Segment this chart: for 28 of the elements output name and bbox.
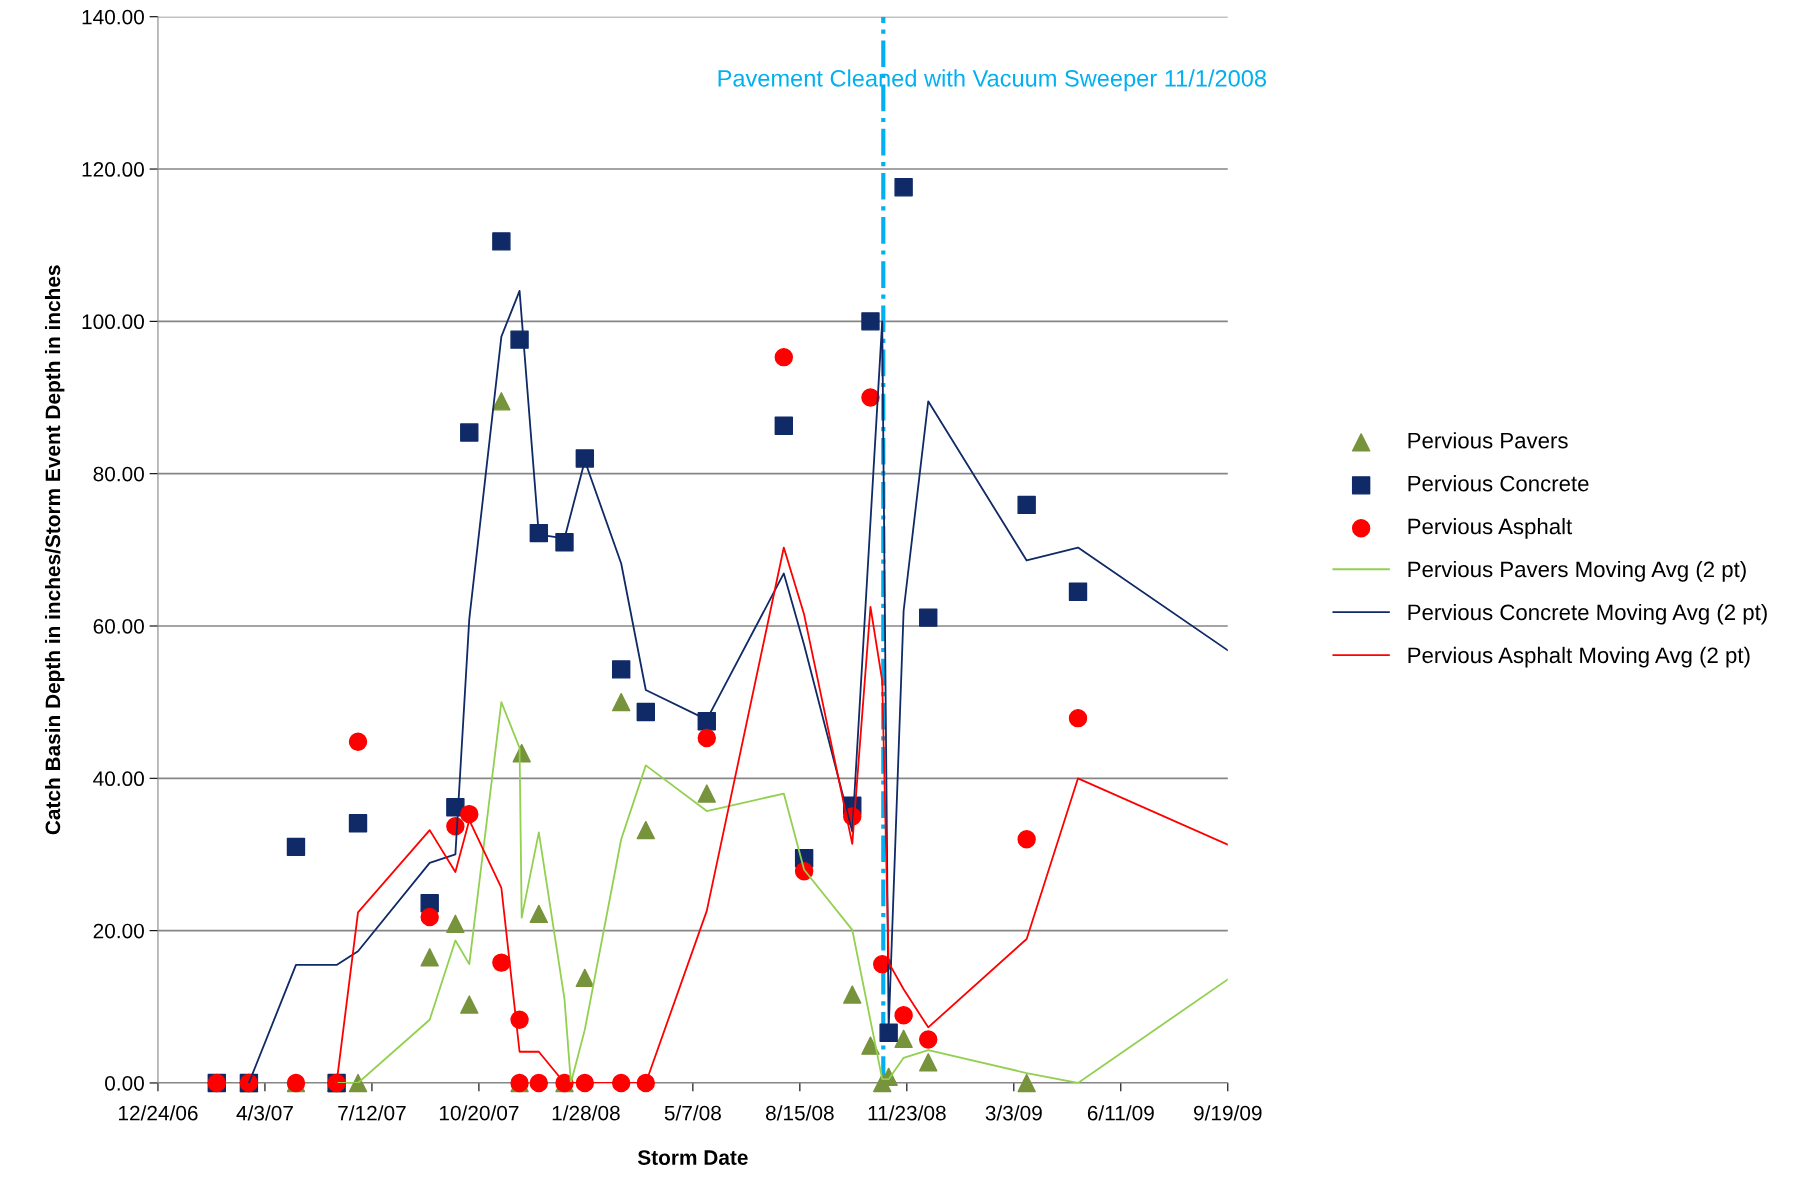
x-axis-title: Storm Date	[637, 1150, 748, 1165]
x-tick-label: 3/3/09	[985, 1105, 1042, 1121]
ref-line-label: Pavement Cleaned with Vacuum Sweeper 11/1/2008	[718, 69, 1267, 92]
y-tick-label: 40.00	[93, 771, 144, 787]
x-tick-label: 1/28/08	[552, 1105, 620, 1121]
legend-label: Pervious Asphalt Moving Avg (2 pt)	[1408, 646, 1750, 668]
legend-label: Pervious Asphalt	[1408, 518, 1573, 539]
x-tick-label: 11/23/08	[868, 1105, 946, 1121]
x-tick-label: 6/11/09	[1087, 1105, 1154, 1121]
x-tick-label: 10/20/07	[439, 1105, 519, 1121]
y-tick-label: 100.00	[82, 314, 144, 330]
y-tick-label: 60.00	[93, 619, 144, 634]
y-tick-label: 80.00	[93, 466, 144, 482]
x-tick-label: 8/15/08	[766, 1105, 834, 1121]
legend-label: Pervious Concrete	[1408, 475, 1589, 492]
legend-label: Pervious Pavers Moving Avg (2 pt)	[1408, 560, 1746, 582]
y-tick-label: 20.00	[93, 923, 144, 939]
legend-label: Pervious Concrete Moving Avg (2 pt)	[1408, 603, 1767, 625]
y-tick-label: 120.00	[82, 162, 144, 177]
y-axis-title: Catch Basin Depth in inches/Storm Event Depth in inches	[44, 265, 65, 835]
x-tick-label: 4/3/07	[236, 1105, 293, 1121]
x-tick-label: 7/12/07	[338, 1105, 406, 1121]
x-tick-label: 12/24/06	[119, 1105, 198, 1121]
legend-label: Pervious Pavers	[1408, 432, 1568, 449]
x-tick-label: 9/19/09	[1194, 1105, 1262, 1121]
y-tick-label: 0.00	[105, 1075, 144, 1091]
x-tick-label: 5/7/08	[664, 1105, 721, 1121]
y-tick-label: 140.00	[82, 9, 144, 25]
